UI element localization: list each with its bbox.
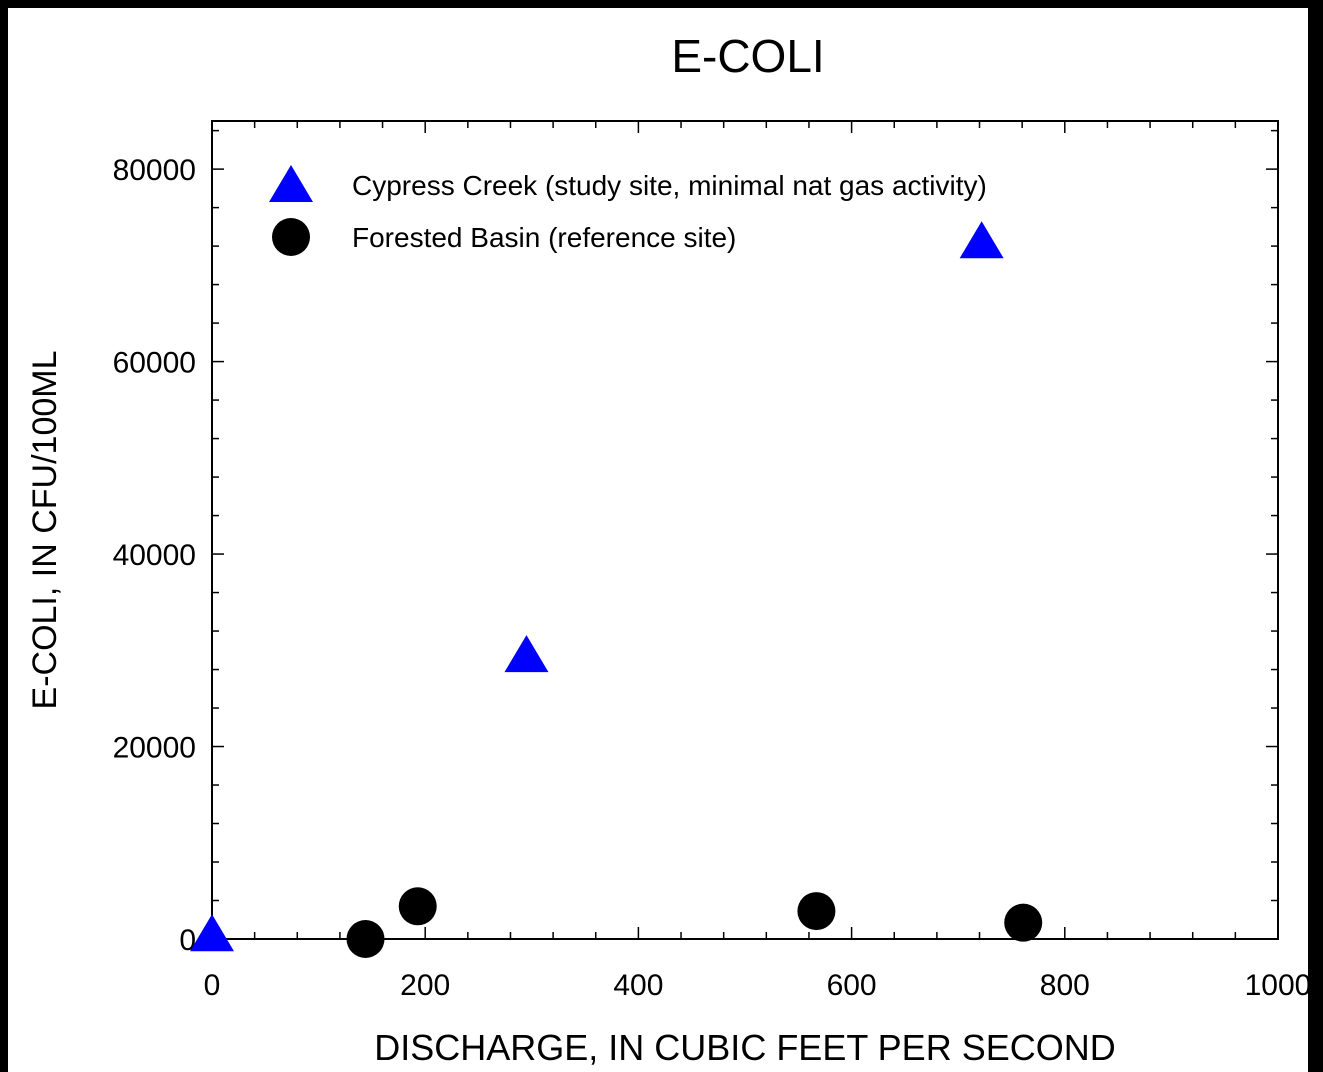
legend-marker	[269, 165, 313, 202]
canvas	[8, 8, 1308, 1072]
y-tick-label: 20000	[113, 732, 196, 765]
x-tick-label: 1000	[1245, 969, 1312, 1002]
y-tick-label: 60000	[113, 347, 196, 380]
y-tick-label: 40000	[113, 539, 196, 572]
x-tick-label: 200	[400, 969, 450, 1002]
x-tick-label: 400	[613, 969, 663, 1002]
triangle-marker	[959, 221, 1004, 259]
y-tick-label: 80000	[113, 154, 196, 187]
x-tick-label: 600	[827, 969, 877, 1002]
x-axis-label: DISCHARGE, IN CUBIC FEET PER SECOND	[374, 1027, 1115, 1068]
y-axis-label: E-COLI, IN CFU/100ML	[26, 351, 64, 710]
triangle-marker	[190, 914, 234, 952]
circle-marker	[398, 887, 437, 926]
legend-marker	[272, 218, 310, 256]
x-tick-label: 0	[204, 969, 221, 1002]
legend-label: Forested Basin (reference site)	[352, 222, 736, 253]
circle-marker	[797, 892, 836, 931]
triangle-marker	[504, 635, 549, 673]
circle-marker	[346, 920, 385, 958]
x-tick-label: 800	[1040, 969, 1090, 1002]
plot-frame	[211, 120, 1279, 940]
legend-label: Cypress Creek (study site, minimal nat g…	[352, 170, 987, 201]
chart-title: E-COLI	[671, 30, 824, 82]
circle-marker	[1004, 903, 1043, 942]
y-tick-label: 0	[179, 924, 196, 957]
